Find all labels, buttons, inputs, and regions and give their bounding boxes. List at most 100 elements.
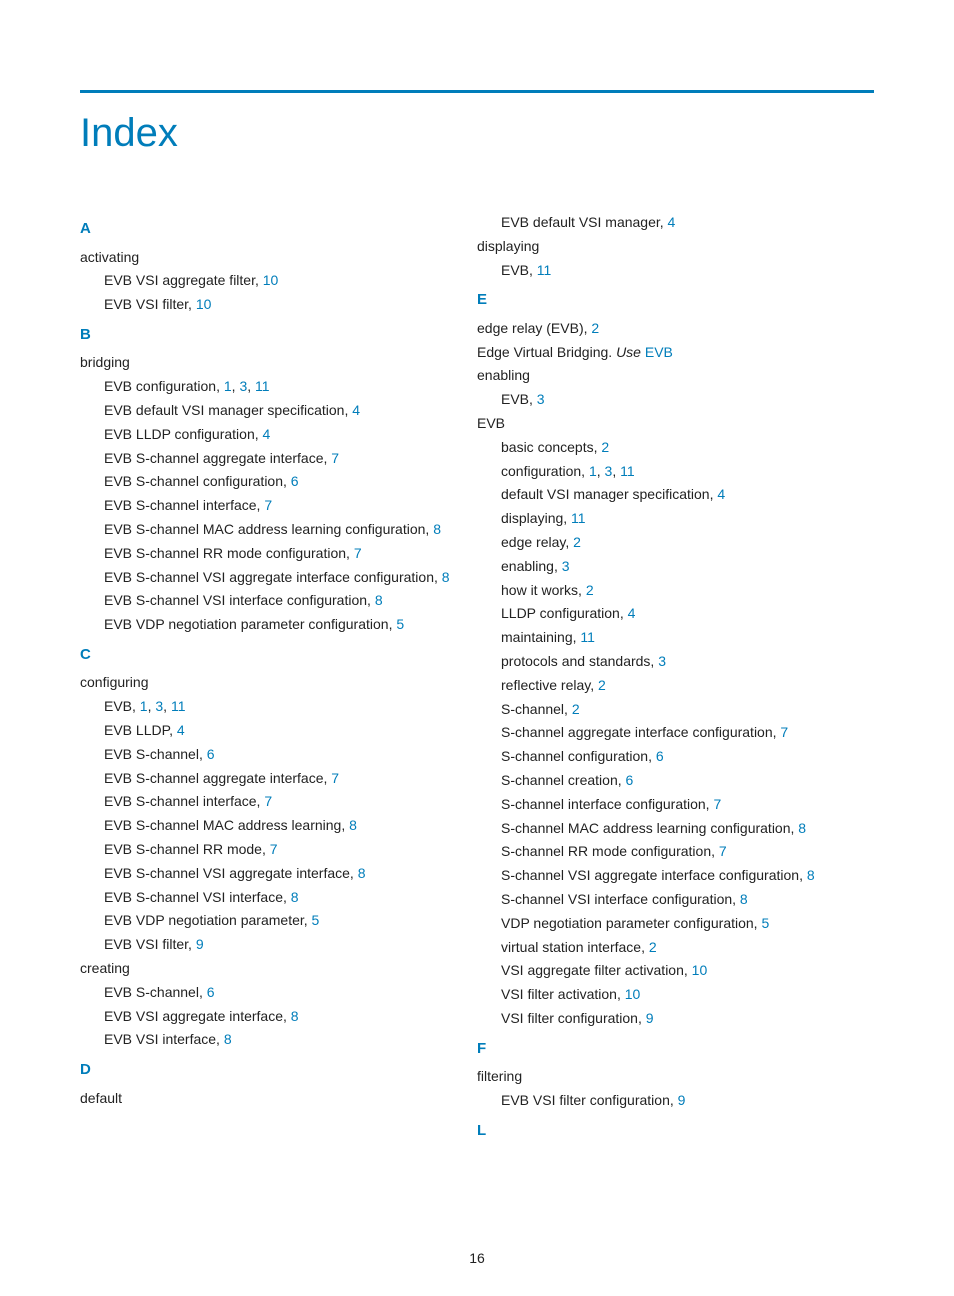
separator: , xyxy=(597,463,605,479)
page-link[interactable]: 6 xyxy=(656,748,664,764)
page-link[interactable]: 8 xyxy=(442,569,450,585)
page-link[interactable]: 11 xyxy=(171,698,186,714)
entry-text: EVB S-channel VSI aggregate interface, xyxy=(104,865,358,881)
page-link[interactable]: 2 xyxy=(586,582,594,598)
entry-text: S-channel creation, xyxy=(501,772,626,788)
entry-text: S-channel RR mode configuration, xyxy=(501,843,719,859)
page-link[interactable]: 1 xyxy=(224,378,232,394)
separator: , xyxy=(247,378,255,394)
entry-text: S-channel VSI interface configuration, xyxy=(501,891,740,907)
page-link[interactable]: 2 xyxy=(591,320,599,336)
page-link[interactable]: 8 xyxy=(358,865,366,881)
page-link[interactable]: 6 xyxy=(291,473,299,489)
page-link[interactable]: 4 xyxy=(717,486,725,502)
cross-reference-link[interactable]: EVB xyxy=(645,344,673,360)
page-link[interactable]: 9 xyxy=(646,1010,654,1026)
index-subentry: EVB S-channel, 6 xyxy=(104,743,477,767)
page-link[interactable]: 7 xyxy=(331,770,339,786)
page-link[interactable]: 8 xyxy=(740,891,748,907)
index-subentry: EVB S-channel interface, 7 xyxy=(104,494,477,518)
index-term: filtering xyxy=(477,1065,874,1089)
page-link[interactable]: 5 xyxy=(761,915,769,931)
page-link[interactable]: 11 xyxy=(571,510,586,526)
page-link[interactable]: 2 xyxy=(572,701,580,717)
page-link[interactable]: 11 xyxy=(620,463,635,479)
page-link[interactable]: 8 xyxy=(224,1031,232,1047)
page-link[interactable]: 5 xyxy=(396,616,404,632)
entry-text: enabling xyxy=(477,367,530,383)
page-link[interactable]: 4 xyxy=(263,426,271,442)
index-subentry: EVB S-channel, 6 xyxy=(104,981,477,1005)
page-link[interactable]: 7 xyxy=(780,724,788,740)
index-term: configuring xyxy=(80,671,477,695)
page-link[interactable]: 6 xyxy=(626,772,634,788)
index-letter: A xyxy=(80,216,477,242)
index-term: Edge Virtual Bridging. Use EVB xyxy=(477,341,874,365)
page-link[interactable]: 7 xyxy=(354,545,362,561)
page-link[interactable]: 5 xyxy=(312,912,320,928)
page-link[interactable]: 4 xyxy=(352,402,360,418)
entry-text: S-channel MAC address learning configura… xyxy=(501,820,798,836)
page-link[interactable]: 6 xyxy=(207,746,215,762)
entry-text: S-channel aggregate interface configurat… xyxy=(501,724,780,740)
entry-text: EVB VSI filter, xyxy=(104,936,196,952)
page-link[interactable]: 3 xyxy=(562,558,570,574)
index-subentry: LLDP configuration, 4 xyxy=(501,602,874,626)
page-link[interactable]: 8 xyxy=(433,521,441,537)
page-link[interactable]: 7 xyxy=(719,843,727,859)
page-link[interactable]: 11 xyxy=(255,378,270,394)
index-subentry: EVB VSI interface, 8 xyxy=(104,1028,477,1052)
index-subentry: EVB default VSI manager specification, 4 xyxy=(104,399,477,423)
page-link[interactable]: 4 xyxy=(177,722,185,738)
page-link[interactable]: 8 xyxy=(291,889,299,905)
index-subentry: EVB S-channel aggregate interface, 7 xyxy=(104,447,477,471)
page-link[interactable]: 11 xyxy=(580,629,595,645)
page-link[interactable]: 4 xyxy=(628,605,636,621)
page-link[interactable]: 2 xyxy=(598,677,606,693)
entry-text: EVB VDP negotiation parameter, xyxy=(104,912,312,928)
index-subentry: EVB VDP negotiation parameter, 5 xyxy=(104,909,477,933)
index-subentry: VDP negotiation parameter configuration,… xyxy=(501,912,874,936)
index-subentry: basic concepts, 2 xyxy=(501,436,874,460)
page-link[interactable]: 1 xyxy=(589,463,597,479)
page-link[interactable]: 10 xyxy=(692,962,708,978)
index-column-left: AactivatingEVB VSI aggregate filter, 10E… xyxy=(80,211,477,1147)
entry-text: activating xyxy=(80,249,139,265)
page-link[interactable]: 10 xyxy=(196,296,212,312)
page-link[interactable]: 7 xyxy=(264,497,272,513)
page-link[interactable]: 9 xyxy=(196,936,204,952)
page-link[interactable]: 3 xyxy=(155,698,163,714)
page-link[interactable]: 8 xyxy=(375,592,383,608)
entry-text: VSI aggregate filter activation, xyxy=(501,962,692,978)
entry-text: displaying, xyxy=(501,510,571,526)
page-link[interactable]: 11 xyxy=(537,262,552,278)
page-link[interactable]: 8 xyxy=(349,817,357,833)
index-subentry: EVB, 11 xyxy=(501,259,874,283)
page-link[interactable]: 2 xyxy=(573,534,581,550)
page-link[interactable]: 9 xyxy=(678,1092,686,1108)
page-link[interactable]: 8 xyxy=(798,820,806,836)
index-subentry: S-channel MAC address learning configura… xyxy=(501,817,874,841)
page-link[interactable]: 7 xyxy=(264,793,272,809)
page-link[interactable]: 4 xyxy=(668,214,676,230)
page-link[interactable]: 2 xyxy=(601,439,609,455)
page-link[interactable]: 7 xyxy=(713,796,721,812)
page-link[interactable]: 7 xyxy=(270,841,278,857)
index-subentry: protocols and standards, 3 xyxy=(501,650,874,674)
page-link[interactable]: 7 xyxy=(331,450,339,466)
page-link[interactable]: 2 xyxy=(649,939,657,955)
entry-text: EVB S-channel interface, xyxy=(104,793,264,809)
entry-text: VDP negotiation parameter configuration, xyxy=(501,915,761,931)
entry-text: EVB S-channel MAC address learning, xyxy=(104,817,349,833)
page-link[interactable]: 8 xyxy=(291,1008,299,1024)
page-link[interactable]: 8 xyxy=(807,867,815,883)
entry-text: configuration, xyxy=(501,463,589,479)
page-link[interactable]: 6 xyxy=(207,984,215,1000)
index-subentry: maintaining, 11 xyxy=(501,626,874,650)
page-link[interactable]: 10 xyxy=(625,986,641,1002)
page-link[interactable]: 10 xyxy=(263,272,279,288)
index-term: bridging xyxy=(80,351,477,375)
page-link[interactable]: 1 xyxy=(140,698,148,714)
page-link[interactable]: 3 xyxy=(658,653,666,669)
page-link[interactable]: 3 xyxy=(537,391,545,407)
